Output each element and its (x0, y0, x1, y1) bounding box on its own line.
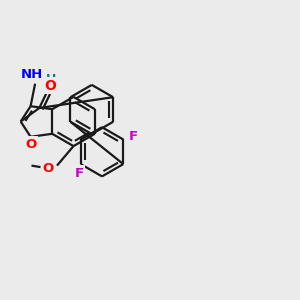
Text: F: F (75, 167, 84, 180)
Text: F: F (128, 130, 137, 143)
Text: NH: NH (20, 68, 43, 81)
Text: O: O (44, 79, 56, 93)
Text: O: O (25, 138, 36, 151)
Text: O: O (42, 162, 54, 175)
Text: H: H (46, 73, 56, 86)
